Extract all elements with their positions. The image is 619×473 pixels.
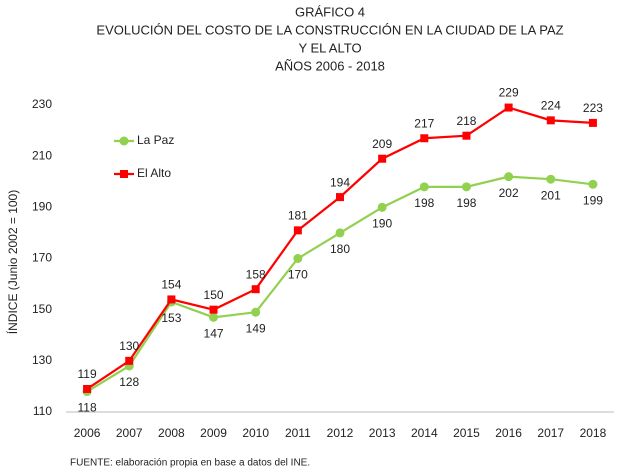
data-label: 153 [161, 311, 181, 325]
x-tick-label: 2011 [285, 426, 311, 440]
data-label: 202 [499, 186, 519, 200]
marker [83, 384, 92, 393]
data-label: 194 [330, 175, 350, 189]
marker [251, 285, 260, 294]
data-label: 118 [78, 401, 97, 415]
marker [120, 170, 128, 178]
x-tick-label: 2016 [495, 426, 522, 440]
y-tick-label: 230 [32, 97, 52, 111]
y-tick-label: 130 [32, 353, 52, 367]
data-label: 147 [204, 327, 224, 341]
marker [335, 228, 345, 238]
marker [293, 254, 303, 263]
marker [377, 202, 387, 212]
x-tick-label: 2009 [200, 426, 227, 440]
marker [461, 182, 471, 192]
marker [419, 182, 429, 192]
marker [588, 179, 598, 189]
data-label: 154 [161, 278, 181, 292]
data-label: 180 [330, 242, 350, 256]
x-tick-label: 2007 [116, 426, 143, 440]
x-tick-label: 2010 [242, 426, 269, 440]
marker [504, 172, 514, 182]
x-tick-label: 2013 [369, 426, 396, 440]
data-label: 119 [78, 367, 97, 381]
data-label: 170 [288, 268, 308, 282]
x-tick-label: 2017 [537, 426, 564, 440]
data-label: 218 [456, 114, 476, 128]
y-tick-label: 210 [32, 148, 52, 162]
data-label: 199 [583, 193, 603, 207]
y-tick-label: 170 [32, 251, 52, 265]
legend-label: El Alto [137, 166, 171, 180]
marker [167, 295, 176, 304]
chart-subtitle: AÑOS 2006 - 2018 [275, 58, 385, 73]
data-label: 229 [499, 86, 519, 100]
chart-subtitle: Y EL ALTO [298, 40, 361, 55]
data-label: 223 [583, 101, 603, 115]
x-tick-label: 2012 [327, 426, 354, 440]
data-label: 224 [541, 99, 561, 113]
data-label: 209 [372, 137, 392, 151]
data-label: 130 [119, 339, 139, 353]
data-label: 198 [414, 196, 434, 210]
chart-subtitle: EVOLUCIÓN DEL COSTO DE LA CONSTRUCCIÓN E… [96, 22, 563, 37]
marker [119, 136, 129, 146]
data-label: 128 [119, 375, 139, 389]
marker [125, 356, 134, 365]
marker [209, 305, 218, 314]
y-tick-label: 110 [33, 404, 52, 418]
x-tick-label: 2018 [580, 426, 607, 440]
data-label: 149 [246, 321, 266, 335]
x-tick-label: 2006 [74, 426, 101, 440]
x-tick-label: 2014 [411, 426, 438, 440]
chart-title: GRÁFICO 4 [295, 4, 365, 19]
x-tick-label: 2008 [158, 426, 185, 440]
marker [209, 312, 219, 322]
x-tick-label: 2015 [453, 426, 480, 440]
marker [546, 116, 555, 125]
y-tick-label: 190 [32, 200, 52, 214]
marker [420, 134, 429, 143]
data-label: 181 [288, 209, 308, 223]
legend-label: La Paz [137, 133, 174, 147]
marker [378, 154, 387, 163]
marker [504, 103, 513, 112]
marker [336, 193, 344, 202]
data-label: 150 [204, 288, 224, 302]
data-label: 201 [541, 188, 561, 202]
marker [546, 174, 556, 184]
data-label: 217 [414, 116, 434, 130]
marker [588, 118, 597, 127]
marker [251, 307, 261, 317]
marker [293, 226, 302, 235]
marker [462, 131, 471, 140]
y-axis-label: ÍNDICE (Junio 2002 = 100) [5, 190, 20, 334]
data-label: 198 [456, 196, 476, 210]
source-note: FUENTE: elaboración propia en base a dat… [70, 458, 310, 469]
data-label: 158 [246, 267, 266, 281]
data-label: 190 [372, 217, 392, 231]
y-tick-label: 150 [32, 302, 52, 316]
